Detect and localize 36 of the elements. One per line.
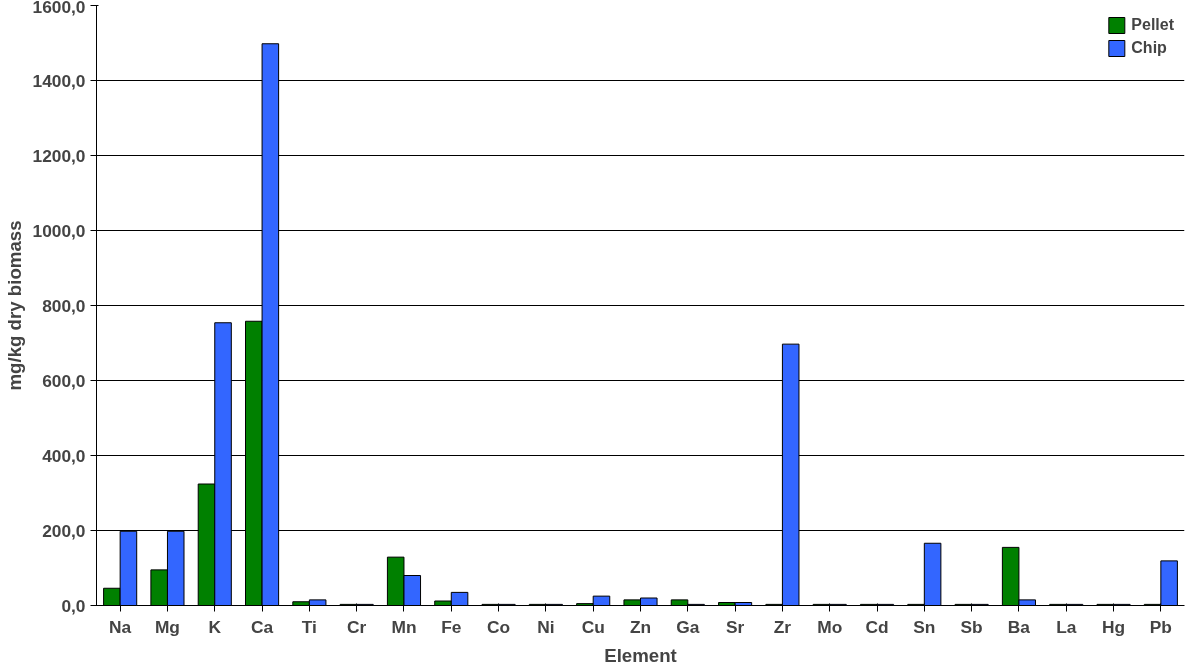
x-tick-label: Mo [817, 616, 843, 637]
x-tick-label: Cd [865, 616, 889, 637]
y-tick-label: 600,0 [42, 370, 86, 391]
x-tick-label: Ga [676, 616, 700, 637]
y-tick-label: 1600,0 [32, 0, 86, 17]
y-tick-label: 1200,0 [32, 145, 86, 166]
y-tick-label: 200,0 [42, 520, 86, 541]
y-axis-title: mg/kg dry biomass [3, 220, 25, 391]
x-tick-label: Hg [1101, 616, 1126, 637]
y-tick-label: 1400,0 [32, 70, 86, 91]
y-tick-label: 0,0 [61, 595, 86, 616]
legend-label: Pellet [1131, 16, 1174, 34]
x-tick-label: Fe [441, 616, 462, 637]
x-tick-label: Sn [913, 616, 936, 637]
x-tick-label: Mg [154, 616, 180, 637]
x-tick-label: Mn [391, 616, 417, 637]
x-tick-label: Sb [960, 616, 983, 637]
x-tick-label: Zr [773, 616, 792, 637]
y-tick-label: 400,0 [42, 445, 86, 466]
x-tick-label: Ni [537, 616, 555, 637]
x-tick-label: Pb [1149, 616, 1172, 637]
x-tick-label: La [1056, 616, 1077, 637]
x-tick-label: Ti [301, 616, 317, 637]
x-tick-label: Ca [250, 616, 274, 637]
legend-label: Chip [1131, 39, 1167, 57]
x-tick-label: Sr [725, 616, 745, 637]
x-tick-label: Cu [581, 616, 605, 637]
x-tick-label: Zn [629, 616, 652, 637]
y-tick-label: 1000,0 [32, 220, 86, 241]
x-tick-label: Cr [347, 616, 367, 637]
x-tick-label: Na [109, 616, 132, 637]
x-tick-label: Ba [1007, 616, 1031, 637]
x-tick-label: Co [487, 616, 511, 637]
x-tick-label: K [208, 616, 222, 637]
x-axis-title: Element [604, 644, 677, 666]
y-tick-label: 800,0 [42, 295, 86, 316]
